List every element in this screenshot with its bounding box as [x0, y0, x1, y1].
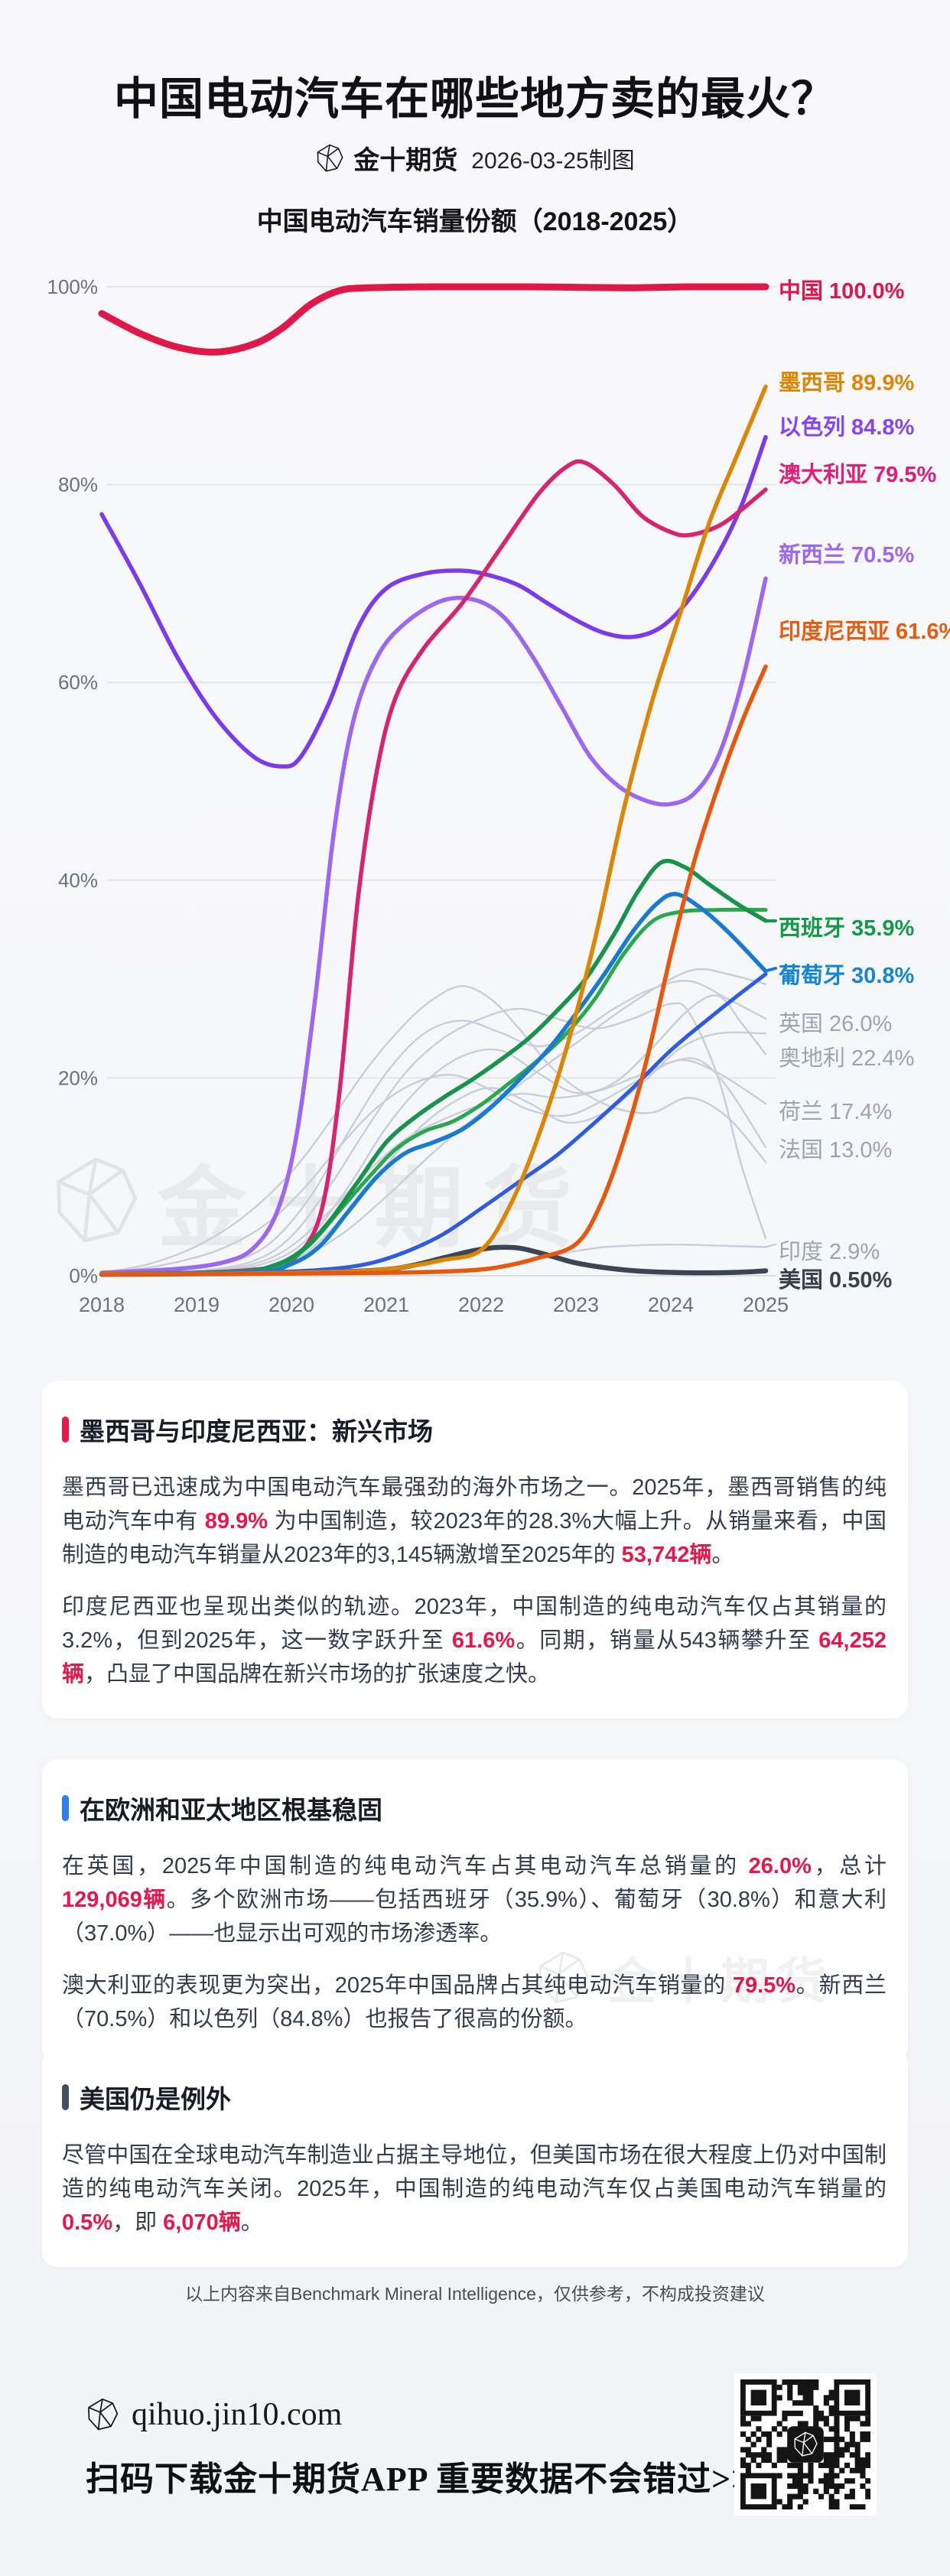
card-body-text: 在英国，2025年中国制造的纯电动汽车占其电动汽车总销量的 26.0%，总计 1…: [62, 1854, 887, 2031]
source-note: 以上内容来自Benchmark Mineral Intelligence，仅供参…: [185, 2284, 765, 2304]
site-row: qihuo.jin10.com: [86, 2396, 342, 2433]
site-url: qihuo.jin10.com: [132, 2397, 343, 2432]
download-tagline: 扫码下载金十期货APP 重要数据不会错过>>: [86, 2461, 752, 2498]
svg-text:以色列 84.8%: 以色列 84.8%: [779, 414, 914, 440]
svg-text:新西兰 70.5%: 新西兰 70.5%: [779, 542, 914, 568]
card-heading-row: 美国仍是例外: [62, 2079, 887, 2116]
svg-text:西班牙 35.9%: 西班牙 35.9%: [779, 916, 914, 941]
chart-canvas: 0% 20% 40% 60% 80% 100% 2018 2019 2020 2021 2022 20…: [47, 275, 950, 1316]
svg-text:40%: 40%: [58, 869, 98, 892]
card-emerging-markets: 墨西哥与印度尼西亚：新兴市场 墨西哥已迅速成为中国电动汽车最强劲的海外市场之一。…: [42, 1381, 908, 1719]
card-heading-row: 墨西哥与印度尼西亚：新兴市场: [62, 1411, 887, 1448]
jin10-gem-icon: [86, 2398, 119, 2431]
card-us-exception: 美国仍是例外 尽管中国在全球电动汽车制造业占据主导地位，但美国市场在很大程度上仍…: [42, 2048, 908, 2267]
svg-text:荷兰 17.4%: 荷兰 17.4%: [779, 1099, 892, 1124]
svg-text:80%: 80%: [58, 473, 98, 496]
svg-text:2022: 2022: [458, 1293, 504, 1316]
footer: qihuo.jin10.com 扫码下载金十期货APP 重要数据不会错过>>: [0, 2367, 950, 2576]
svg-text:0%: 0%: [69, 1264, 98, 1287]
ev-share-line-chart: 金十期货 0% 20% 40% 60% 80% 100% 2018 2019 2020 2021 2…: [0, 252, 950, 1346]
svg-text:中国 100.0%: 中国 100.0%: [779, 278, 905, 304]
jin10-gem-icon: [315, 144, 344, 173]
svg-text:2021: 2021: [363, 1293, 409, 1316]
svg-text:2024: 2024: [648, 1293, 694, 1316]
brand-row: 金十期货 2026-03-25制图: [0, 139, 950, 177]
heading-accent-bar: [62, 2084, 69, 2110]
made-date: 2026-03-25制图: [471, 148, 635, 174]
card-body-text: 尽管中国在全球电动汽车制造业占据主导地位，但美国市场在很大程度上仍对中国制造的纯…: [62, 2143, 887, 2235]
svg-text:2023: 2023: [553, 1293, 599, 1316]
svg-text:2025: 2025: [743, 1293, 789, 1316]
card-heading: 墨西哥与印度尼西亚：新兴市场: [80, 1417, 433, 1446]
svg-text:奥地利 22.4%: 奥地利 22.4%: [779, 1046, 914, 1071]
card-heading-row: 在欧洲和亚太地区根基稳固: [62, 1790, 887, 1826]
page-title: 中国电动汽车在哪些地方卖的最火？: [113, 74, 836, 124]
brand-name: 金十期货: [353, 146, 458, 175]
svg-text:美国 0.50%: 美国 0.50%: [779, 1267, 892, 1293]
svg-text:2018: 2018: [79, 1293, 125, 1316]
heading-accent-bar: [62, 1795, 69, 1821]
chart-title: 中国电动汽车销量份额（2018-2025）: [256, 207, 694, 236]
svg-text:2019: 2019: [174, 1293, 220, 1316]
svg-text:英国 26.0%: 英国 26.0%: [779, 1011, 892, 1036]
svg-text:20%: 20%: [58, 1066, 98, 1089]
svg-text:葡萄牙 30.8%: 葡萄牙 30.8%: [779, 963, 914, 988]
card-heading: 美国仍是例外: [80, 2085, 231, 2113]
svg-text:澳大利亚 79.5%: 澳大利亚 79.5%: [779, 462, 936, 487]
qr-pattern: [740, 2379, 870, 2509]
svg-text:60%: 60%: [58, 671, 98, 694]
svg-text:墨西哥 89.9%: 墨西哥 89.9%: [779, 371, 914, 395]
svg-text:印度 2.9%: 印度 2.9%: [779, 1239, 880, 1264]
card-europe-apac: 在欧洲和亚太地区根基稳固 在英国，2025年中国制造的纯电动汽车占其电动汽车总销…: [42, 1759, 908, 2064]
qr-code: [734, 2373, 877, 2516]
svg-text:法国 13.0%: 法国 13.0%: [779, 1137, 892, 1163]
svg-text:100%: 100%: [47, 275, 99, 298]
card-heading: 在欧洲和亚太地区根基稳固: [80, 1796, 382, 1824]
heading-accent-bar: [62, 1416, 69, 1442]
svg-text:印度尼西亚 61.6%: 印度尼西亚 61.6%: [779, 619, 950, 644]
svg-text:2020: 2020: [268, 1293, 314, 1316]
card-body-text: 墨西哥已迅速成为中国电动汽车最强劲的海外市场之一。2025年，墨西哥销售的纯电动…: [62, 1475, 887, 1686]
